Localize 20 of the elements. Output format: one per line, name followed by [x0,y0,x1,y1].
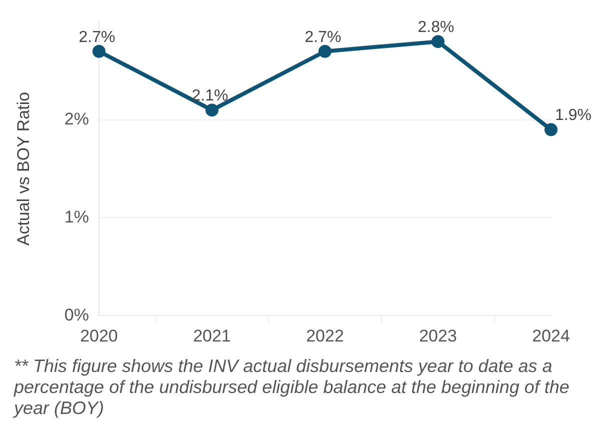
data-label: 2.8% [418,18,454,36]
x-tick-label: 2020 [80,326,118,346]
y-axis-title: Actual vs BOY Ratio [14,92,33,246]
data-label: 2.1% [192,87,228,104]
point [544,123,558,136]
data-label: 2.7% [304,28,342,46]
point [92,44,106,58]
x-tick-label: 2024 [532,326,570,346]
point [318,44,332,58]
y-tick-label: 1% [64,207,89,226]
x-tick-label: 2022 [306,326,344,346]
x-tick-label: 2023 [419,326,457,346]
x-tick-label: 2021 [193,326,231,346]
point [205,104,218,117]
y-tick-label: 2% [64,110,89,129]
data-label: 2.7% [78,28,116,46]
text: ** This figure shows the INV actual disbursements year to date as a percentage of the undisbursed eligible balance at the beginning of the year (BOY) [14,356,570,419]
y-tick-label: 0% [64,305,89,324]
data-label: 1.9% [555,107,592,124]
point [431,35,444,48]
